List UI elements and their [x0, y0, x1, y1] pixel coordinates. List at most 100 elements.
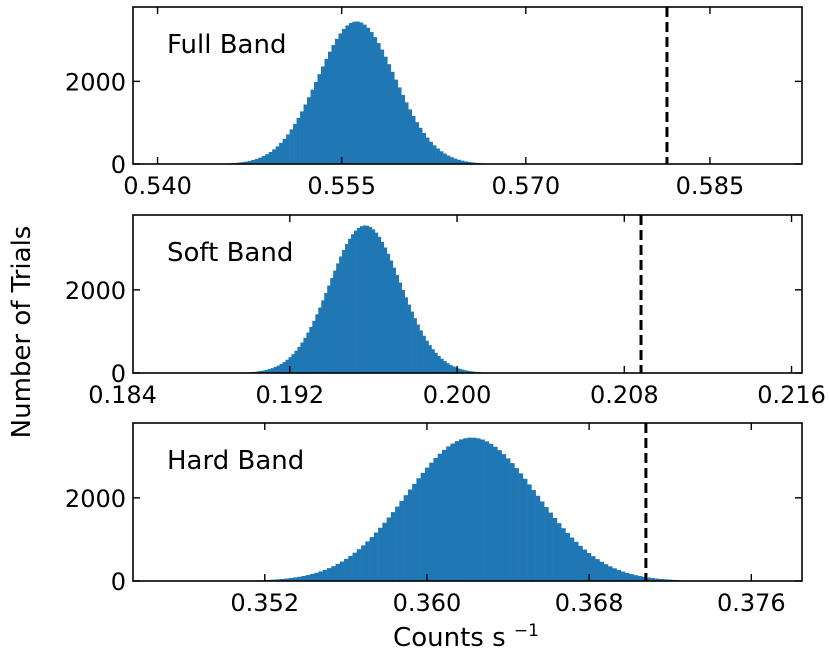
histogram-bar — [307, 97, 311, 164]
histogram-bar — [401, 289, 405, 373]
histogram-bar — [273, 367, 277, 373]
histogram-bar — [247, 160, 252, 164]
panel-3: 0.352 0.360 0.368 0.376 0 2000 Hard Band — [65, 422, 803, 617]
histogram-bar — [418, 127, 423, 164]
histogram-bar — [514, 468, 519, 581]
histogram-bar — [377, 236, 382, 373]
histogram-bar — [365, 541, 370, 581]
histogram-bar — [279, 363, 283, 373]
histogram-bar — [334, 38, 339, 164]
histogram-bar — [373, 532, 379, 581]
histogram-bar — [595, 559, 600, 581]
histogram-bar — [286, 134, 290, 164]
histogram-bar — [415, 122, 419, 164]
histogram-bar — [327, 285, 331, 373]
histogram-bar — [404, 102, 409, 164]
histogram-bar — [327, 568, 332, 581]
histogram-bar — [282, 138, 287, 164]
histogram-bar — [383, 56, 388, 165]
histogram-bar — [270, 368, 274, 373]
histogram-bar — [440, 358, 444, 373]
histogram-bar — [446, 155, 451, 164]
histogram-bar — [267, 369, 271, 373]
panel-label: Full Band — [167, 30, 286, 60]
histogram-bar — [327, 51, 332, 164]
histogram-bar — [354, 230, 358, 373]
y-tick-label: 0 — [111, 568, 126, 596]
histogram-bar — [390, 71, 395, 164]
histogram-bar — [362, 24, 367, 165]
histogram-bar — [637, 576, 643, 581]
histogram-bar — [398, 282, 402, 373]
histogram-bar — [390, 512, 396, 581]
histogram-bar — [318, 571, 324, 581]
histogram-bar — [282, 362, 286, 373]
y-tick-label: 2000 — [65, 68, 126, 96]
histogram-bar — [376, 43, 381, 165]
x-tick-label: 0.200 — [423, 381, 492, 409]
histogram-bar — [497, 450, 502, 581]
histogram-bar — [314, 81, 318, 164]
histogram-bar — [527, 484, 532, 581]
histogram-bar — [371, 229, 376, 373]
histogram-bar — [510, 463, 515, 581]
histogram-bar — [288, 357, 292, 373]
histogram-bar — [387, 64, 392, 164]
histogram-bar — [303, 337, 307, 373]
histogram-bar — [452, 366, 456, 373]
histogram-bar — [395, 275, 400, 373]
histogram-bar — [654, 578, 660, 581]
histogram-bar — [339, 561, 345, 581]
histogram-bar — [461, 369, 465, 373]
histogram-bar — [317, 74, 322, 164]
histogram-bar — [345, 244, 349, 373]
histogram-bar — [646, 577, 651, 581]
histogram-bar — [348, 555, 353, 581]
histogram-bar — [439, 151, 444, 164]
histogram-bar — [476, 438, 481, 581]
histogram-bar — [422, 335, 426, 373]
histogram-bar — [425, 137, 430, 164]
histogram-bar — [548, 512, 553, 581]
histogram-bar — [443, 361, 447, 373]
histogram-bar — [531, 490, 536, 581]
histogram-bar — [437, 355, 441, 373]
histogram-bar — [642, 576, 647, 581]
histogram-bar — [276, 365, 280, 373]
x-tick-label: 0.585 — [676, 172, 745, 200]
histogram-bar — [272, 149, 276, 164]
histogram-bar — [413, 318, 417, 373]
histogram-bar — [416, 324, 420, 373]
x-axis-title: Counts s −1 — [393, 621, 539, 653]
histogram-bar — [305, 575, 311, 581]
histogram-bar — [407, 304, 411, 373]
histogram-bar — [344, 558, 349, 581]
histogram-bar — [359, 226, 364, 373]
histogram-bar — [293, 123, 297, 164]
histogram-bar — [361, 545, 366, 581]
histogram-bar — [429, 141, 433, 164]
histogram-bar — [279, 142, 283, 164]
histogram-bar — [607, 566, 613, 581]
histogram-bar — [578, 545, 583, 581]
histogram-bar — [392, 267, 397, 373]
histogram-bar — [258, 371, 262, 373]
histogram-bar — [625, 572, 630, 581]
histogram-bar — [356, 549, 362, 581]
histogram-bar — [399, 500, 404, 581]
histogram-bar — [603, 564, 609, 581]
histogram-bar — [463, 438, 468, 581]
histogram-bar — [458, 368, 462, 373]
histogram-bar — [480, 439, 485, 581]
histogram-bar — [314, 572, 319, 581]
histogram-bar — [650, 578, 656, 581]
histogram-bar — [369, 537, 375, 581]
x-tick-label: 0.184 — [88, 381, 157, 409]
histogram-bar — [441, 449, 447, 581]
histogram-bar — [378, 527, 383, 581]
histogram-bar — [428, 345, 432, 373]
histogram-bar — [389, 260, 394, 373]
x-tick-label: 0.540 — [123, 172, 192, 200]
x-tick-label: 0.360 — [393, 589, 462, 617]
